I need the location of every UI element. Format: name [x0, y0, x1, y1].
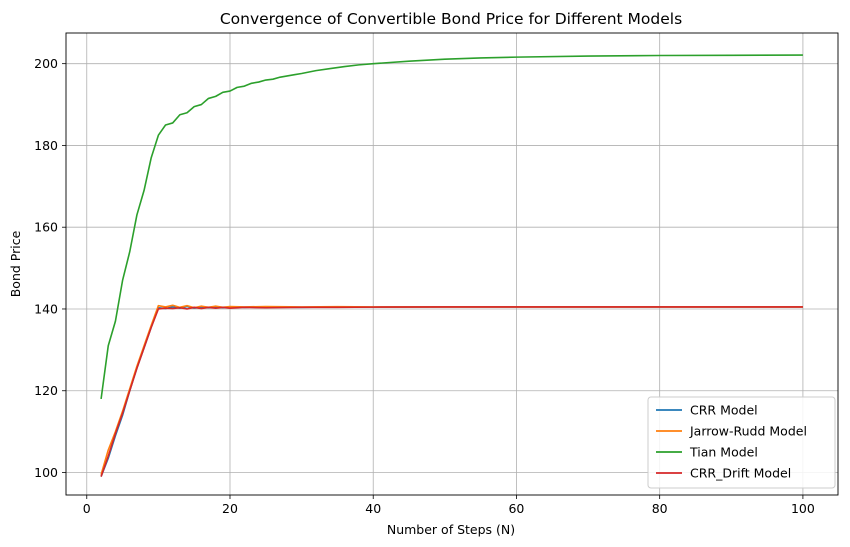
y-tick-label: 200: [34, 56, 58, 71]
x-tick-label: 100: [791, 501, 815, 516]
plot-frame: [65, 32, 839, 496]
y-tick-label: 120: [34, 383, 58, 398]
legend-box: [647, 396, 836, 489]
y-tick-label: 140: [34, 301, 58, 316]
legend: CRR Model Jarrow-Rudd Model Tian Model CRR_…: [647, 396, 836, 489]
series-line-tian-model: [100, 54, 803, 400]
x-tick-label: 80: [652, 501, 668, 516]
y-tick-label: 100: [34, 465, 58, 480]
y-axis-label: Bond Price: [8, 230, 23, 297]
y-tick-label: 160: [34, 220, 58, 235]
legend-label: CRR Model: [690, 403, 758, 418]
legend-label: Jarrow-Rudd Model: [689, 424, 807, 439]
x-tick-label: 60: [508, 501, 524, 516]
x-axis-label: Number of Steps (N): [387, 522, 515, 537]
legend-label: CRR_Drift Model: [690, 466, 791, 481]
x-tick-label: 20: [222, 501, 238, 516]
grid: [66, 33, 838, 495]
x-tick-label: 0: [83, 501, 91, 516]
series-line-crr-drift-model: [100, 306, 803, 477]
chart-title: Convergence of Convertible Bond Price fo…: [220, 10, 682, 28]
x-tick-label: 40: [365, 501, 381, 516]
y-tick-label: 180: [34, 138, 58, 153]
series-lines: [100, 54, 803, 477]
axis-ticks: 0 20 40 60 80 100 100 120 140 160 180 200: [34, 56, 815, 516]
legend-label: Tian Model: [689, 445, 758, 460]
